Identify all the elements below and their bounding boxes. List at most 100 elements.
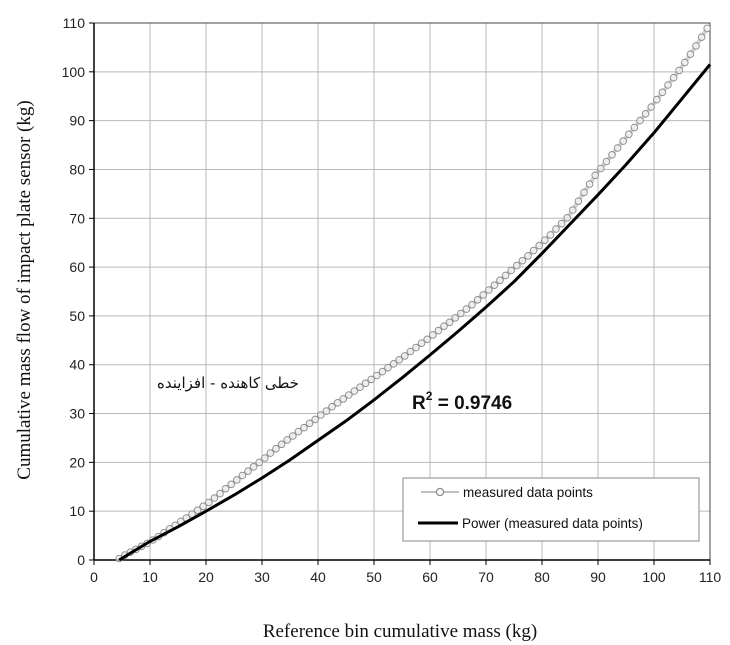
data-point xyxy=(462,305,471,313)
y-tick-label: 70 xyxy=(69,210,85,226)
data-point xyxy=(322,407,331,415)
data-point xyxy=(468,300,476,309)
data-point xyxy=(283,436,292,444)
data-point xyxy=(339,395,348,403)
axes xyxy=(89,22,711,565)
data-point xyxy=(210,494,219,502)
series-power-fit xyxy=(118,63,712,562)
data-point xyxy=(289,432,297,440)
data-point xyxy=(238,471,247,480)
data-point xyxy=(697,33,706,42)
data-point xyxy=(574,197,583,205)
data-point xyxy=(261,454,269,462)
data-point xyxy=(305,419,314,428)
x-tick-label: 80 xyxy=(534,569,550,585)
x-tick-label: 90 xyxy=(590,569,606,585)
data-point xyxy=(479,291,488,299)
x-tick-label: 0 xyxy=(90,569,98,585)
x-tick-label: 10 xyxy=(142,569,158,585)
data-point xyxy=(255,458,264,467)
tick-labels: 0 10 20 30 40 50 60 70 80 90 100 110 0 10 20 30 40 50 60 70… xyxy=(62,15,722,585)
data-point xyxy=(591,171,600,180)
data-point xyxy=(294,427,303,436)
data-point xyxy=(619,137,628,145)
legend-label-measured: measured data points xyxy=(463,485,593,500)
data-point xyxy=(401,352,409,360)
data-point xyxy=(529,246,538,255)
data-point xyxy=(445,318,454,327)
data-point xyxy=(249,463,258,471)
data-point xyxy=(417,339,426,348)
y-tick-label: 50 xyxy=(69,308,85,324)
data-point xyxy=(669,73,678,82)
data-point xyxy=(227,480,235,489)
data-point xyxy=(513,261,521,270)
x-tick-label: 70 xyxy=(478,569,494,585)
legend: measured data points Power (measured dat… xyxy=(402,477,700,542)
data-point xyxy=(434,326,443,335)
data-point xyxy=(552,225,560,233)
data-point xyxy=(630,123,639,132)
data-point xyxy=(602,157,611,166)
data-point xyxy=(625,130,633,139)
data-point xyxy=(328,402,336,411)
data-point xyxy=(199,502,207,511)
data-point xyxy=(395,356,404,364)
data-point xyxy=(501,271,510,280)
data-point xyxy=(193,506,202,515)
data-point xyxy=(373,371,381,380)
data-point xyxy=(703,24,712,33)
data-point xyxy=(311,415,320,424)
legend-marker-circle xyxy=(435,487,445,497)
data-point xyxy=(563,214,572,222)
data-point xyxy=(457,309,465,318)
data-point xyxy=(266,449,275,457)
data-point xyxy=(272,444,280,453)
data-point xyxy=(384,363,392,372)
data-point xyxy=(423,335,432,344)
data-point xyxy=(585,180,594,188)
data-point xyxy=(681,58,689,67)
y-tick-label: 110 xyxy=(63,15,86,31)
data-point xyxy=(686,50,695,59)
data-point xyxy=(300,423,308,432)
data-point xyxy=(518,256,527,265)
y-tick-label: 100 xyxy=(62,64,86,80)
data-point xyxy=(608,151,616,159)
legend-box xyxy=(402,477,700,542)
data-point xyxy=(535,241,544,250)
data-point xyxy=(647,103,656,111)
y-tick-label: 10 xyxy=(69,503,85,519)
x-axis-title: Reference bin cumulative mass (kg) xyxy=(263,621,537,642)
data-point xyxy=(440,322,448,331)
x-tick-label: 20 xyxy=(198,569,214,585)
data-point xyxy=(580,188,588,197)
data-point xyxy=(473,296,482,304)
data-point xyxy=(658,88,667,97)
y-tick-label: 90 xyxy=(69,113,85,129)
x-tick-label: 30 xyxy=(254,569,270,585)
data-point xyxy=(205,498,213,507)
data-point xyxy=(597,164,605,173)
data-point xyxy=(653,95,661,104)
y-axis-title: Cumulative mass flow of impact plate sen… xyxy=(14,100,35,479)
data-point xyxy=(496,276,504,285)
data-point xyxy=(244,467,252,476)
r-squared-superscript: 2 xyxy=(426,389,433,403)
x-tick-label: 40 xyxy=(310,569,326,585)
y-tick-label: 30 xyxy=(69,406,85,422)
y-tick-label: 0 xyxy=(77,552,85,568)
data-point xyxy=(378,367,387,376)
data-point xyxy=(557,219,566,228)
data-point xyxy=(389,360,398,368)
data-point xyxy=(485,286,493,294)
data-point xyxy=(636,116,644,125)
x-tick-label: 110 xyxy=(699,569,722,585)
x-tick-label: 50 xyxy=(366,569,382,585)
data-point xyxy=(350,387,359,395)
r-squared-label: R xyxy=(412,393,426,414)
data-point xyxy=(221,484,230,493)
data-point xyxy=(541,236,549,244)
